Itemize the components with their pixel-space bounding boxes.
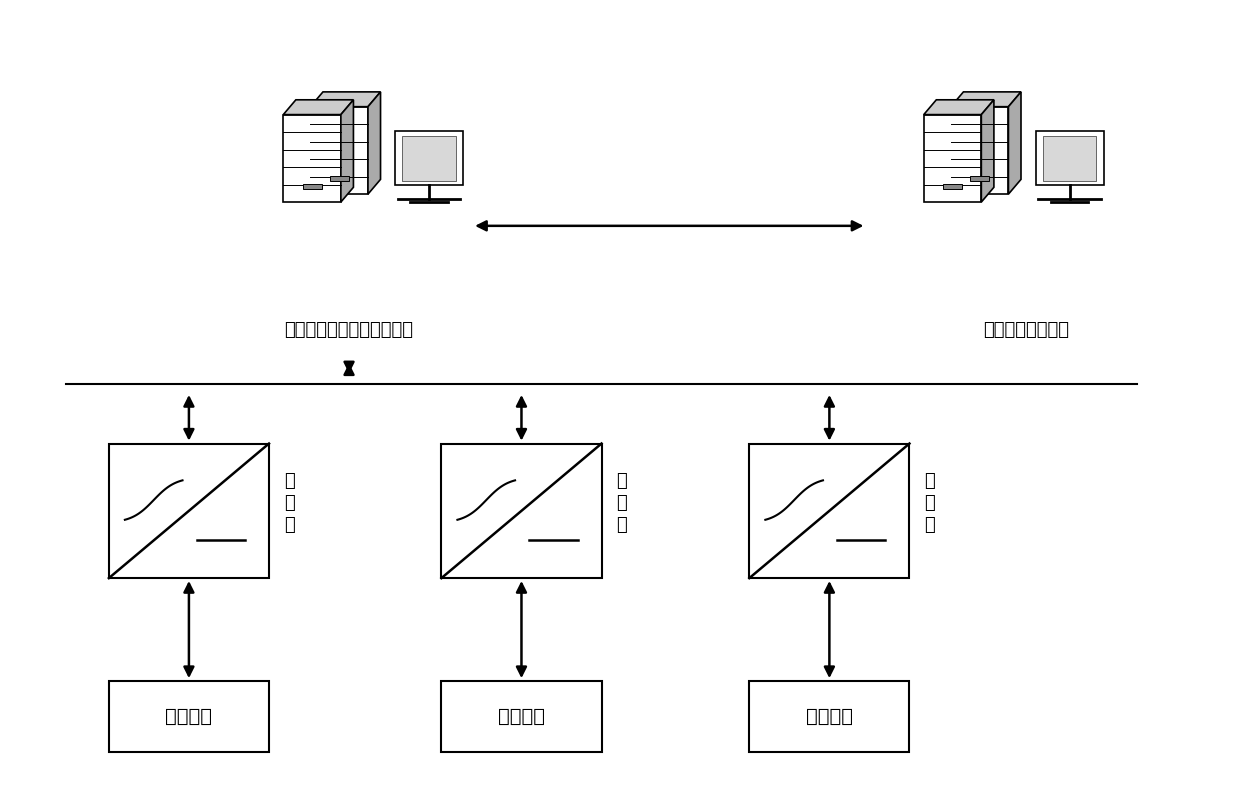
Text: 区域电网调度系统: 区域电网调度系统: [983, 321, 1069, 339]
Bar: [1043, 136, 1096, 181]
Text: 充
电
桩: 充 电 桩: [284, 472, 295, 534]
Bar: [441, 443, 601, 578]
Polygon shape: [951, 106, 1008, 194]
Bar: [109, 443, 269, 578]
Polygon shape: [924, 100, 994, 114]
Bar: [330, 176, 348, 181]
Text: 电动汽车: 电动汽车: [806, 707, 853, 726]
Bar: [403, 136, 456, 181]
Bar: [109, 681, 269, 752]
Text: 充
电
桩: 充 电 桩: [616, 472, 627, 534]
Bar: [944, 184, 962, 189]
Polygon shape: [341, 100, 353, 202]
Text: 电动汽车需求响应管理系统: 电动汽车需求响应管理系统: [284, 321, 413, 339]
Polygon shape: [368, 92, 381, 194]
Bar: [396, 131, 463, 186]
Polygon shape: [283, 114, 341, 202]
Polygon shape: [981, 100, 994, 202]
Text: 电动汽车: 电动汽车: [165, 707, 212, 726]
Text: 充
电
桩: 充 电 桩: [924, 472, 935, 534]
Polygon shape: [924, 114, 981, 202]
Polygon shape: [283, 100, 353, 114]
Polygon shape: [951, 92, 1021, 106]
Text: 电动汽车: 电动汽车: [498, 707, 544, 726]
Polygon shape: [310, 106, 368, 194]
Bar: [1035, 131, 1104, 186]
Polygon shape: [310, 92, 381, 106]
Bar: [749, 443, 909, 578]
Bar: [441, 681, 601, 752]
Bar: [749, 681, 909, 752]
Bar: [303, 184, 321, 189]
Bar: [970, 176, 990, 181]
Polygon shape: [1008, 92, 1021, 194]
